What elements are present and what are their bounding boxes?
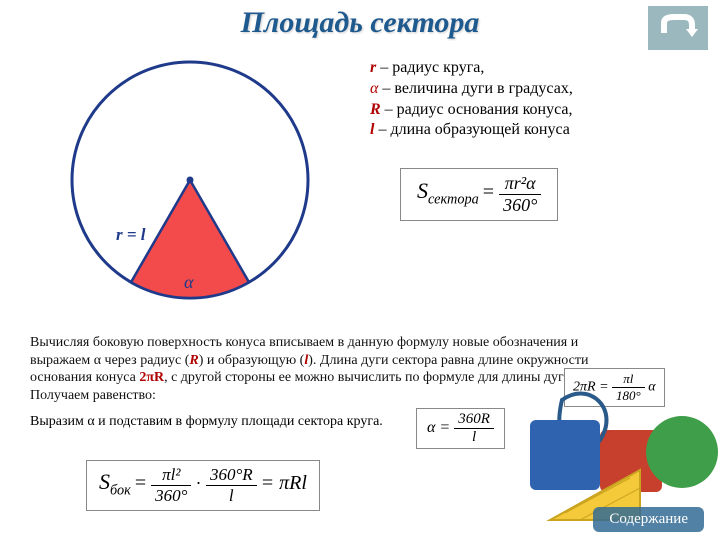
diagram-r-label: r = l (116, 225, 146, 244)
legend-block: r – радиус круга, α – величина дуги в гр… (370, 58, 573, 141)
back-button[interactable] (648, 6, 708, 50)
formula-sector-area: Sсектора = πr²α 360° (400, 168, 558, 221)
toc-link[interactable]: Содержание (593, 507, 704, 532)
page-title: Площадь сектора (0, 0, 720, 40)
legend-R-sym: R (370, 101, 381, 118)
formula-alpha: α = 360R l (416, 408, 505, 449)
legend-a-text: – величина дуги в градусах, (378, 80, 572, 97)
formula-lateral-area: Sбок = πl² 360° · 360°R l = πRl (86, 460, 320, 511)
paragraph-2: Выразим α и подставим в формулу площади … (30, 414, 400, 430)
sector-diagram: r = l α (40, 60, 340, 330)
u-turn-icon (658, 13, 698, 43)
legend-r-text: – радиус круга, (376, 59, 484, 76)
diagram-a-label: α (184, 272, 194, 292)
legend-R-text: – радиус основания конуса, (381, 101, 573, 118)
legend-l-text: – длина образующей конуса (374, 121, 569, 138)
